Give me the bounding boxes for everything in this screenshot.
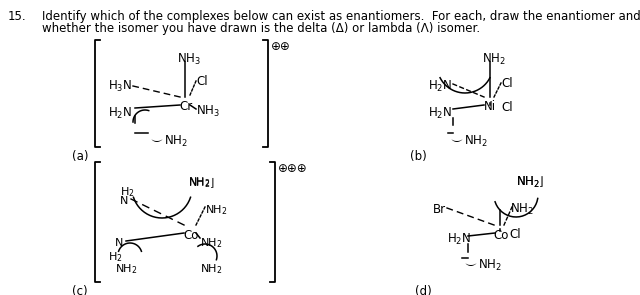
Text: Co: Co [183, 229, 198, 242]
Text: Ni: Ni [484, 100, 496, 113]
Text: H$_2$N: H$_2$N [447, 232, 471, 247]
Text: 15.: 15. [8, 10, 27, 23]
Text: NH$_2$: NH$_2$ [115, 262, 138, 276]
Text: NH$_2$: NH$_2$ [516, 175, 540, 190]
Text: ⊕⊕⊕: ⊕⊕⊕ [278, 162, 308, 175]
Text: Cl: Cl [501, 101, 513, 114]
Text: H$_3$N: H$_3$N [108, 79, 132, 94]
Text: N: N [115, 238, 124, 248]
Text: $\smile$NH$_2$: $\smile$NH$_2$ [148, 134, 188, 149]
Text: NH$_2$: NH$_2$ [510, 202, 534, 217]
Text: H$_2$N: H$_2$N [428, 106, 452, 121]
Text: NH$_2$: NH$_2$ [188, 175, 211, 189]
Text: H$_2$: H$_2$ [120, 185, 134, 199]
Text: Cl: Cl [196, 75, 207, 88]
Text: Br: Br [433, 203, 446, 216]
Text: NH$_2$$\rfloor$: NH$_2$$\rfloor$ [516, 175, 545, 190]
Text: $\smile$NH$_2$: $\smile$NH$_2$ [448, 134, 488, 149]
Text: (b): (b) [410, 150, 427, 163]
Text: (c): (c) [72, 285, 88, 295]
Text: NH$_2$: NH$_2$ [205, 203, 228, 217]
Text: Cl: Cl [509, 228, 520, 241]
Text: NH$_2$$\rfloor$: NH$_2$$\rfloor$ [188, 175, 215, 190]
Text: NH$_2$: NH$_2$ [200, 236, 223, 250]
Text: N: N [120, 196, 129, 206]
Text: H$_2$N: H$_2$N [108, 106, 132, 121]
Text: Co: Co [493, 229, 508, 242]
Text: NH$_2$: NH$_2$ [200, 262, 223, 276]
Text: (d): (d) [415, 285, 432, 295]
Text: $\smile$NH$_2$: $\smile$NH$_2$ [462, 258, 502, 273]
Text: whether the isomer you have drawn is the delta (Δ) or lambda (Λ) isomer.: whether the isomer you have drawn is the… [42, 22, 480, 35]
Text: Identify which of the complexes below can exist as enantiomers.  For each, draw : Identify which of the complexes below ca… [42, 10, 640, 23]
Text: Cr: Cr [179, 100, 192, 113]
Text: ⊕⊕: ⊕⊕ [271, 40, 291, 53]
Text: NH$_3$: NH$_3$ [196, 104, 220, 119]
Text: NH$_2$: NH$_2$ [482, 52, 506, 67]
Text: H$_2$: H$_2$ [108, 250, 123, 264]
Text: NH$_3$: NH$_3$ [177, 52, 201, 67]
Text: Cl: Cl [501, 77, 513, 90]
Text: (a): (a) [72, 150, 88, 163]
Text: H$_2$N: H$_2$N [428, 79, 452, 94]
